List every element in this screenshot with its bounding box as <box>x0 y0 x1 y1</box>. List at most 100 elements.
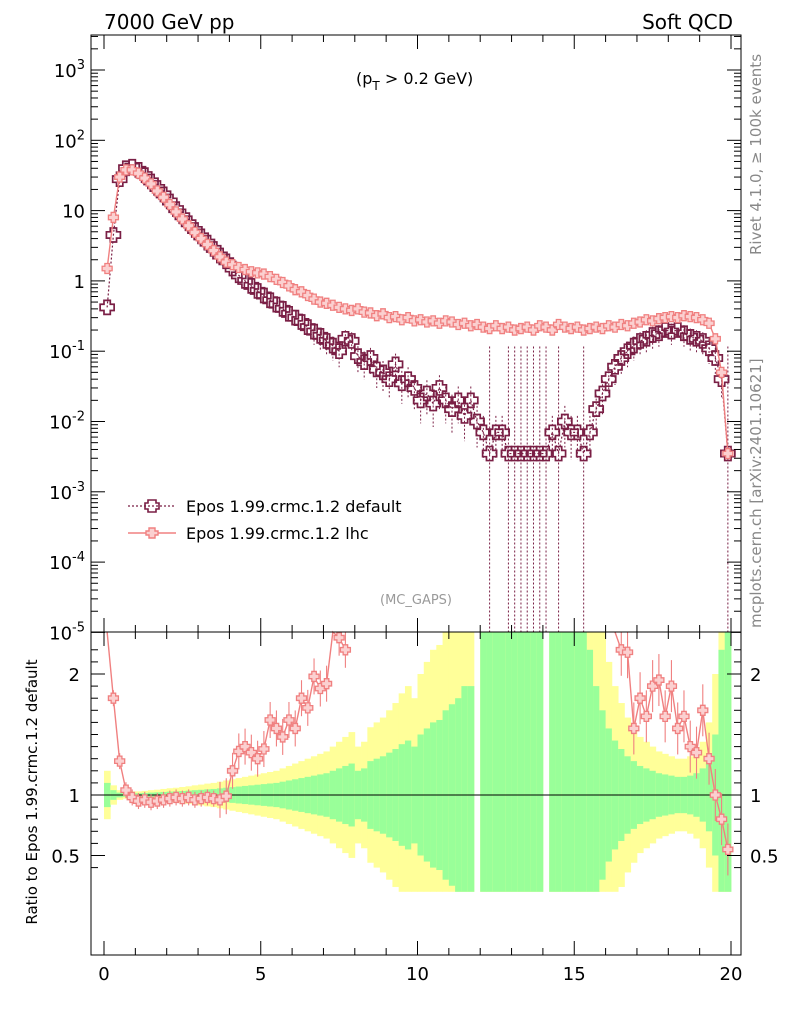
series-lhc-point <box>339 303 352 315</box>
x-tick-label: 5 <box>255 964 266 985</box>
ratio-point <box>715 813 728 825</box>
series-default-point <box>375 364 391 381</box>
series-lhc-point <box>703 317 715 329</box>
series-default-point <box>651 325 667 342</box>
series-default-point <box>312 328 329 344</box>
series-lhc-point <box>251 267 264 279</box>
series-lhc-point <box>477 321 489 333</box>
ratio-point <box>621 646 634 658</box>
series-lhc-point <box>358 306 370 318</box>
ratio-band-green <box>536 632 544 892</box>
series-default-point <box>481 445 498 462</box>
series-lhc-point <box>709 333 721 345</box>
ratio-axes: 2 2 1 1 0.5 0.5 0 5 10 15 20 <box>51 632 779 985</box>
ratio-band-green <box>530 632 538 892</box>
ratio-point <box>665 680 678 692</box>
series-lhc-point <box>684 311 696 323</box>
series-lhc-point <box>245 266 257 278</box>
main-y-tick-label: 10 <box>62 202 85 223</box>
series-default-point <box>632 333 648 349</box>
series-default-point <box>293 314 310 330</box>
series-lhc-point <box>333 301 345 314</box>
series-default-point <box>118 160 134 177</box>
ratio-band-green <box>492 632 500 892</box>
series-default-point <box>588 401 605 417</box>
ratio-point <box>258 743 270 755</box>
ratio-point <box>283 714 295 726</box>
ratio-band-green <box>574 632 581 892</box>
main-y-tick-label: 10-3 <box>49 480 85 504</box>
ratio-y-tick-label-left: 2 <box>69 665 80 686</box>
series-default-point <box>575 445 592 462</box>
series-default-point <box>393 375 410 392</box>
main-y-tick-label: 102 <box>54 128 85 152</box>
ratio-point <box>634 692 646 704</box>
ratio-point <box>220 790 232 802</box>
series-lhc-point <box>107 211 120 224</box>
ratio-band-green <box>586 649 594 892</box>
main-y-tick-label: 10-2 <box>49 410 85 434</box>
ratio-point <box>659 710 671 722</box>
series-lhc-point <box>678 310 690 322</box>
ratio-point <box>333 632 345 644</box>
ratio-point <box>277 731 289 743</box>
side-label-rivet: Rivet 4.1.0, ≥ 100k events <box>747 54 765 255</box>
x-tick-label: 15 <box>563 964 586 985</box>
series-default-point <box>356 354 373 370</box>
ratio-point <box>302 702 314 714</box>
series-default-point <box>243 278 260 294</box>
series-default-point <box>694 333 711 349</box>
ratio-y-tick-label-left: 1 <box>69 786 80 807</box>
series-default-point <box>99 299 115 316</box>
series-default-point <box>582 424 598 441</box>
ratio-point <box>289 722 301 735</box>
series-default-point <box>237 273 253 289</box>
series-default-point <box>600 371 617 388</box>
ratio-point <box>653 674 665 686</box>
ratio-y-tick-label-right: 0.5 <box>750 847 779 868</box>
series-default-point <box>318 333 335 349</box>
series-default-point <box>644 327 661 343</box>
ratio-y-tick-label-right: 1 <box>750 786 761 807</box>
main-y-tick-label: 10-5 <box>49 620 85 644</box>
series-lhc-ratio <box>106 630 734 876</box>
cut-label: (pT > 0.2 GeV) <box>356 69 473 93</box>
legend-label-lhc: Epos 1.99.crmc.1.2 lhc <box>186 524 369 543</box>
ratio-point <box>690 747 703 759</box>
series-default-point <box>274 301 291 317</box>
series-default-point <box>544 424 561 441</box>
ratio-point <box>308 670 320 683</box>
ratio-panel-frame <box>90 631 742 956</box>
ratio-point <box>270 722 283 735</box>
series-default-point <box>387 356 404 373</box>
ratio-band-green <box>580 632 588 892</box>
series-default-point <box>550 445 567 462</box>
ratio-point <box>295 692 308 704</box>
ratio-point <box>339 644 352 656</box>
title-left: 7000 GeV pp <box>104 10 235 34</box>
analysis-tag: (MC_GAPS) <box>380 593 452 608</box>
main-y-tick-label: 1 <box>74 272 85 293</box>
ratio-band-green <box>555 632 563 892</box>
legend-label-default: Epos 1.99.crmc.1.2 default <box>186 497 402 516</box>
series-default-point <box>494 424 510 441</box>
ratio-point <box>251 753 264 765</box>
series-default-point <box>538 445 554 462</box>
ratio-point <box>646 680 659 692</box>
series-default-point <box>638 330 655 347</box>
series-default-point <box>663 323 680 340</box>
series-lhc-point <box>101 262 113 275</box>
series-lhc-point <box>665 311 678 323</box>
series-default-point <box>425 395 442 412</box>
ratio-band-green <box>499 632 506 892</box>
cut-label-open: (p <box>356 69 372 88</box>
ratio-band-green <box>724 632 732 892</box>
main-y-tick-label: 103 <box>54 58 85 82</box>
cut-label-sub: T <box>371 79 380 93</box>
ratio-band-green <box>549 632 556 892</box>
x-tick-label: 20 <box>720 964 743 985</box>
series-default-point <box>350 348 366 365</box>
series-default-point <box>331 343 347 360</box>
